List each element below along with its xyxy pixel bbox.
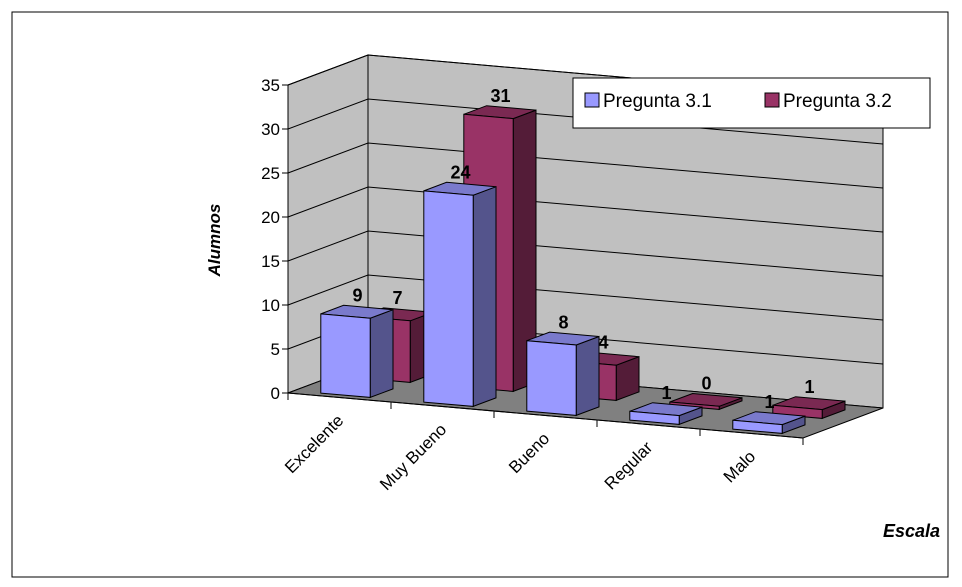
legend-label-series-1: Pregunta 3.1 [603,91,712,112]
legend-label-series-2: Pregunta 3.2 [783,91,892,112]
gridlines [287,54,884,365]
gridline [287,230,884,277]
y-tick-label: 15 [261,252,280,271]
bar-pregunta-3.1-malo [732,411,806,435]
data-label: 4 [598,333,608,353]
legend: Pregunta 3.1 Pregunta 3.2 [572,77,931,129]
data-label: 0 [701,374,711,394]
gridline [287,98,884,145]
data-label: 1 [764,392,774,412]
gridline [287,142,884,189]
bar-pregunta-3.2-regular [669,392,743,411]
y-tick-label: 5 [271,340,280,359]
y-axis: 0 5 10 15 20 25 30 35 [261,76,289,403]
x-axis-line [287,392,804,439]
gridline [287,186,884,233]
y-tick-label: 0 [271,384,280,403]
y-axis-title: Alumnos [205,204,224,278]
legend-swatch-series-2 [764,92,780,108]
data-labels: 7 31 4 0 1 9 24 8 1 1 [352,86,814,412]
data-label: 9 [352,286,362,306]
bar-pregunta-3.1-regular [629,402,703,426]
bar-pregunta-3.1-bueno [526,331,600,417]
x-axis-title: Escala [883,521,940,541]
gridline [287,274,884,321]
y-tick-label: 20 [261,208,280,227]
legend-swatch-series-1 [584,92,600,108]
bar-pregunta-3.1-excelente [320,304,394,399]
data-label: 31 [490,86,510,106]
legend-box [572,77,931,129]
data-label: 8 [558,312,568,332]
y-tick-label: 25 [261,164,280,183]
bars [320,105,846,435]
bar-pregunta-3.1-muy-bueno [423,181,497,408]
data-label: 1 [804,377,814,397]
y-tick-label: 30 [261,120,280,139]
y-tick-label: 35 [261,76,280,95]
y-tick-label: 10 [261,296,280,315]
data-label: 1 [661,383,671,403]
data-label: 7 [392,288,402,308]
data-label: 24 [450,163,470,183]
